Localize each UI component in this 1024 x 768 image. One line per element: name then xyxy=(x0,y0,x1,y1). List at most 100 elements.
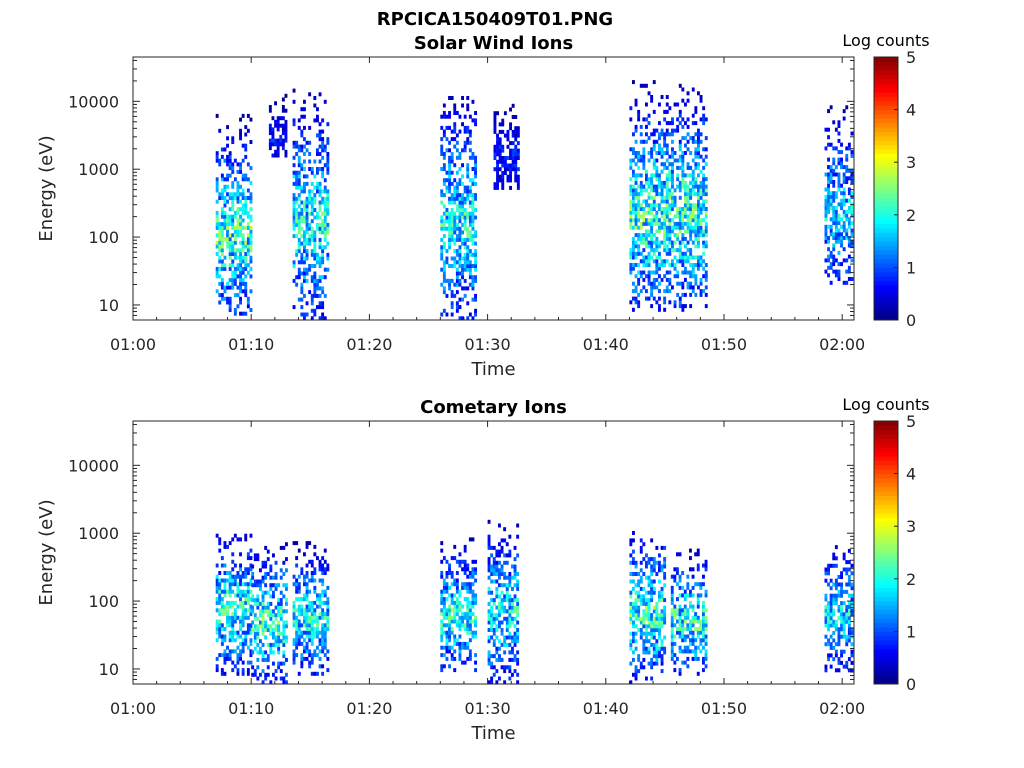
heatmap-cell xyxy=(264,672,268,677)
colorbar-segment xyxy=(874,149,898,154)
heatmap-cell xyxy=(689,188,693,193)
heatmap-cell xyxy=(308,619,312,624)
heatmap-cell xyxy=(241,638,245,643)
heatmap-cell xyxy=(297,627,301,631)
heatmap-cell xyxy=(487,575,491,580)
heatmap-cell xyxy=(834,224,838,229)
heatmap-cell xyxy=(847,657,851,662)
heatmap-cell xyxy=(303,144,306,149)
heatmap-cell xyxy=(829,597,833,602)
heatmap-cell xyxy=(297,608,301,613)
heatmap-cell xyxy=(639,579,643,584)
heatmap-cell xyxy=(471,152,475,156)
heatmap-cell xyxy=(313,237,317,242)
heatmap-cell xyxy=(323,189,327,194)
heatmap-cell xyxy=(463,215,467,220)
heatmap-cell xyxy=(642,657,646,662)
heatmap-cell xyxy=(650,665,654,670)
heatmap-cell xyxy=(318,630,322,635)
heatmap-cell xyxy=(658,207,661,211)
heatmap-cell xyxy=(694,207,698,211)
heatmap-cell xyxy=(681,623,685,628)
heatmap-cell xyxy=(842,221,846,226)
heatmap-cell xyxy=(634,218,638,223)
heatmap-cell xyxy=(233,270,237,275)
heatmap-cell xyxy=(697,259,700,264)
heatmap-cell xyxy=(313,271,317,276)
heatmap-cell xyxy=(671,248,674,253)
heatmap-cell xyxy=(236,199,240,204)
heatmap-cell xyxy=(323,593,327,598)
heatmap-cell xyxy=(313,241,317,246)
heatmap-cell xyxy=(458,619,462,624)
heatmap-cell xyxy=(468,604,472,609)
heatmap-cell xyxy=(658,650,661,655)
heatmap-cell xyxy=(704,649,708,654)
heatmap-cell xyxy=(490,553,494,558)
heatmap-cell xyxy=(295,641,299,646)
heatmap-cell xyxy=(824,172,828,177)
heatmap-cell xyxy=(691,255,695,260)
heatmap-cell xyxy=(634,255,638,260)
heatmap-cell xyxy=(642,624,646,629)
heatmap-cell xyxy=(686,582,690,587)
heatmap-cell xyxy=(277,631,281,636)
heatmap-cell xyxy=(681,627,685,631)
heatmap-cell xyxy=(323,571,327,575)
heatmap-cell xyxy=(458,196,462,201)
heatmap-cell xyxy=(256,657,260,662)
heatmap-cell xyxy=(676,567,679,572)
heatmap-cell xyxy=(686,240,690,245)
heatmap-cell xyxy=(496,133,499,138)
heatmap-cell xyxy=(850,194,854,199)
heatmap-cell xyxy=(842,619,846,624)
heatmap-cell xyxy=(246,671,250,676)
heatmap-cell xyxy=(285,620,288,625)
heatmap-cell xyxy=(244,274,248,279)
heatmap-cell xyxy=(676,233,680,238)
heatmap-cell xyxy=(249,582,253,587)
heatmap-cell xyxy=(453,103,457,108)
heatmap-cell xyxy=(697,162,700,167)
heatmap-cell xyxy=(673,668,677,673)
heatmap-cell xyxy=(215,589,219,594)
heatmap-cell xyxy=(637,579,641,584)
heatmap-cell xyxy=(269,646,273,651)
heatmap-cell xyxy=(837,213,841,218)
heatmap-cell xyxy=(455,578,459,583)
heatmap-cell xyxy=(310,578,314,583)
heatmap-cell xyxy=(503,635,507,640)
heatmap-cell xyxy=(645,590,648,595)
heatmap-cell xyxy=(629,553,633,558)
heatmap-cell xyxy=(223,184,227,189)
heatmap-cell xyxy=(506,137,510,142)
heatmap-cell xyxy=(468,612,472,617)
heatmap-cell xyxy=(310,619,314,624)
heatmap-cell xyxy=(468,200,472,205)
heatmap-cell xyxy=(686,585,690,590)
heatmap-cell xyxy=(697,285,700,290)
heatmap-cell xyxy=(487,635,491,640)
heatmap-cell xyxy=(845,157,849,162)
heatmap-cell xyxy=(323,627,327,631)
heatmap-cell xyxy=(218,600,222,605)
heatmap-cell xyxy=(239,136,242,141)
heatmap-cell xyxy=(326,222,330,227)
colorbar-segment xyxy=(874,596,898,602)
heatmap-cell xyxy=(268,142,272,147)
heatmap-cell xyxy=(632,251,635,256)
heatmap-cell xyxy=(305,585,309,590)
heatmap-cell xyxy=(231,634,235,639)
heatmap-cell xyxy=(442,222,446,227)
heatmap-cell xyxy=(842,556,846,561)
heatmap-cell xyxy=(842,213,846,218)
heatmap-cell xyxy=(453,544,457,549)
heatmap-cell xyxy=(321,249,325,254)
heatmap-cell xyxy=(440,193,444,198)
heatmap-cell xyxy=(246,597,250,602)
heatmap-cell xyxy=(318,133,322,138)
heatmap-cell xyxy=(305,589,309,594)
heatmap-cell xyxy=(498,639,501,644)
heatmap-cell xyxy=(671,184,674,189)
heatmap-cell xyxy=(845,198,849,203)
